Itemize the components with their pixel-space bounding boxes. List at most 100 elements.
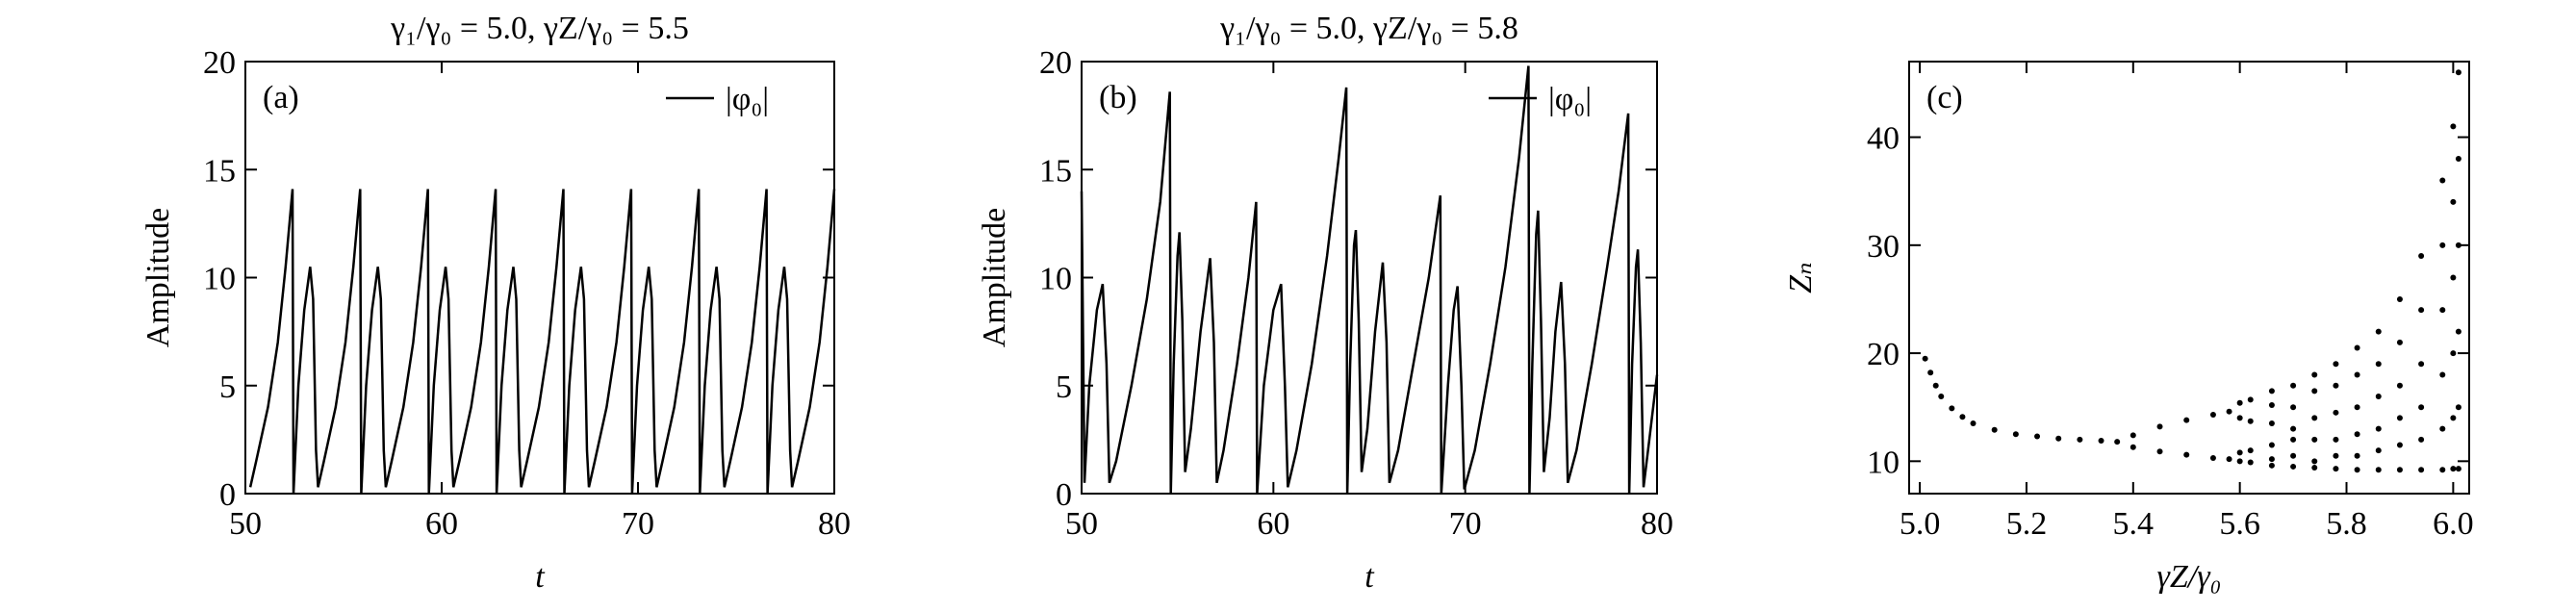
panel: 5.0 5.2 5.4 5.6 5.8 6.0 10 20 30 40 (c) γZ/γ₀ Zₙ — [1783, 61, 2474, 595]
data-point — [2439, 307, 2446, 314]
data-point — [2354, 344, 2360, 351]
data-point — [2418, 404, 2425, 411]
data-point — [2247, 459, 2254, 466]
data-point — [2396, 442, 2403, 448]
data-point — [2268, 456, 2275, 463]
axes-frame — [244, 61, 835, 495]
x-tick-label: 70 — [622, 506, 654, 542]
x-tick-label: 5.4 — [2113, 506, 2155, 542]
data-point — [2418, 436, 2425, 443]
data-point — [1991, 426, 1998, 433]
data-point — [2455, 404, 2461, 411]
data-point — [2183, 417, 2190, 423]
y-tick-label: 5 — [1056, 369, 1072, 405]
data-point — [1932, 382, 1939, 389]
data-point — [2130, 432, 2136, 439]
x-tick-label: 50 — [229, 506, 262, 542]
y-tick-label: 20 — [203, 45, 236, 81]
data-point — [2418, 307, 2425, 314]
data-point — [2375, 425, 2382, 432]
x-tick-label: 80 — [1641, 506, 1673, 542]
data-point — [2354, 452, 2360, 459]
data-point — [2226, 408, 2232, 415]
data-point — [2247, 418, 2254, 424]
data-point — [2268, 462, 2275, 469]
data-point — [2290, 404, 2297, 411]
x-tick-label: 5.2 — [2006, 506, 2048, 542]
x-tick-label: 70 — [1449, 506, 1482, 542]
data-point — [2290, 452, 2297, 459]
data-point — [2455, 242, 2461, 248]
data-point — [2290, 425, 2297, 432]
data-point — [2311, 415, 2318, 421]
data-point — [2183, 451, 2190, 458]
x-axis-label: t — [1365, 559, 1375, 595]
data-point — [2439, 371, 2446, 378]
x-tick-label: 5.6 — [2219, 506, 2260, 542]
y-tick-label: 0 — [1056, 477, 1072, 513]
data-point — [2311, 388, 2318, 395]
data-point — [2236, 415, 2243, 421]
y-tick-label: 20 — [1867, 337, 1900, 372]
data-point — [2247, 396, 2254, 403]
data-point — [2396, 415, 2403, 421]
y-tick-label: 30 — [1867, 229, 1900, 265]
y-axis-label: Amplitude — [977, 208, 1012, 347]
axes-frame — [1908, 61, 2470, 495]
data-point — [2268, 401, 2275, 408]
data-point — [2396, 339, 2403, 345]
data-point — [2418, 361, 2425, 368]
y-tick-label: 15 — [1039, 153, 1072, 189]
data-point — [2333, 436, 2339, 443]
data-point — [2450, 415, 2457, 421]
y-tick-label: 15 — [203, 153, 236, 189]
data-point — [2209, 454, 2216, 461]
panel-label: (b) — [1099, 80, 1137, 115]
data-point — [2333, 466, 2339, 472]
data-point — [2354, 371, 2360, 378]
data-point — [2375, 328, 2382, 335]
data-point — [2130, 444, 2136, 450]
data-point — [2455, 328, 2461, 335]
data-line — [1080, 65, 1659, 495]
data-point — [2012, 431, 2019, 438]
data-point — [2209, 412, 2216, 419]
y-tick-label: 10 — [1039, 262, 1072, 297]
x-tick-label: 60 — [1257, 506, 1289, 542]
data-point — [2455, 466, 2461, 472]
data-point — [2439, 177, 2446, 184]
data-line — [248, 189, 836, 495]
data-point — [2354, 404, 2360, 411]
x-tick-label: 5.0 — [1900, 506, 1941, 542]
y-tick-label: 40 — [1867, 121, 1900, 157]
data-point — [2333, 409, 2339, 416]
data-point — [2236, 399, 2243, 406]
y-axis-label: Amplitude — [140, 208, 176, 347]
data-point — [2396, 382, 2403, 389]
data-point — [2247, 447, 2254, 454]
y-axis-label: Zₙ — [1783, 262, 1819, 293]
panel: 50 60 70 80 0 5 10 15 20 γ₁/γ₀ = 5.0, γZ/γ₀ = 5.8… — [977, 11, 1673, 595]
data-point — [2375, 393, 2382, 399]
data-point — [1938, 393, 1945, 399]
data-point — [2333, 452, 2339, 459]
data-point — [2375, 447, 2382, 454]
x-tick-label: 60 — [425, 506, 458, 542]
data-point — [2236, 458, 2243, 465]
data-point — [2156, 448, 2163, 455]
data-point — [2354, 431, 2360, 438]
data-point — [2077, 436, 2083, 443]
y-tick-label: 10 — [203, 262, 236, 297]
data-point — [2311, 371, 2318, 378]
data-point — [2450, 466, 2457, 472]
data-point — [2375, 467, 2382, 473]
y-tick-label: 20 — [1039, 45, 1072, 81]
x-axis-label: t — [535, 559, 546, 595]
data-point — [2455, 69, 2461, 76]
data-point — [2439, 242, 2446, 248]
data-point — [2450, 350, 2457, 357]
data-point — [2333, 361, 2339, 368]
data-point — [2034, 433, 2041, 440]
data-point — [2114, 439, 2121, 446]
